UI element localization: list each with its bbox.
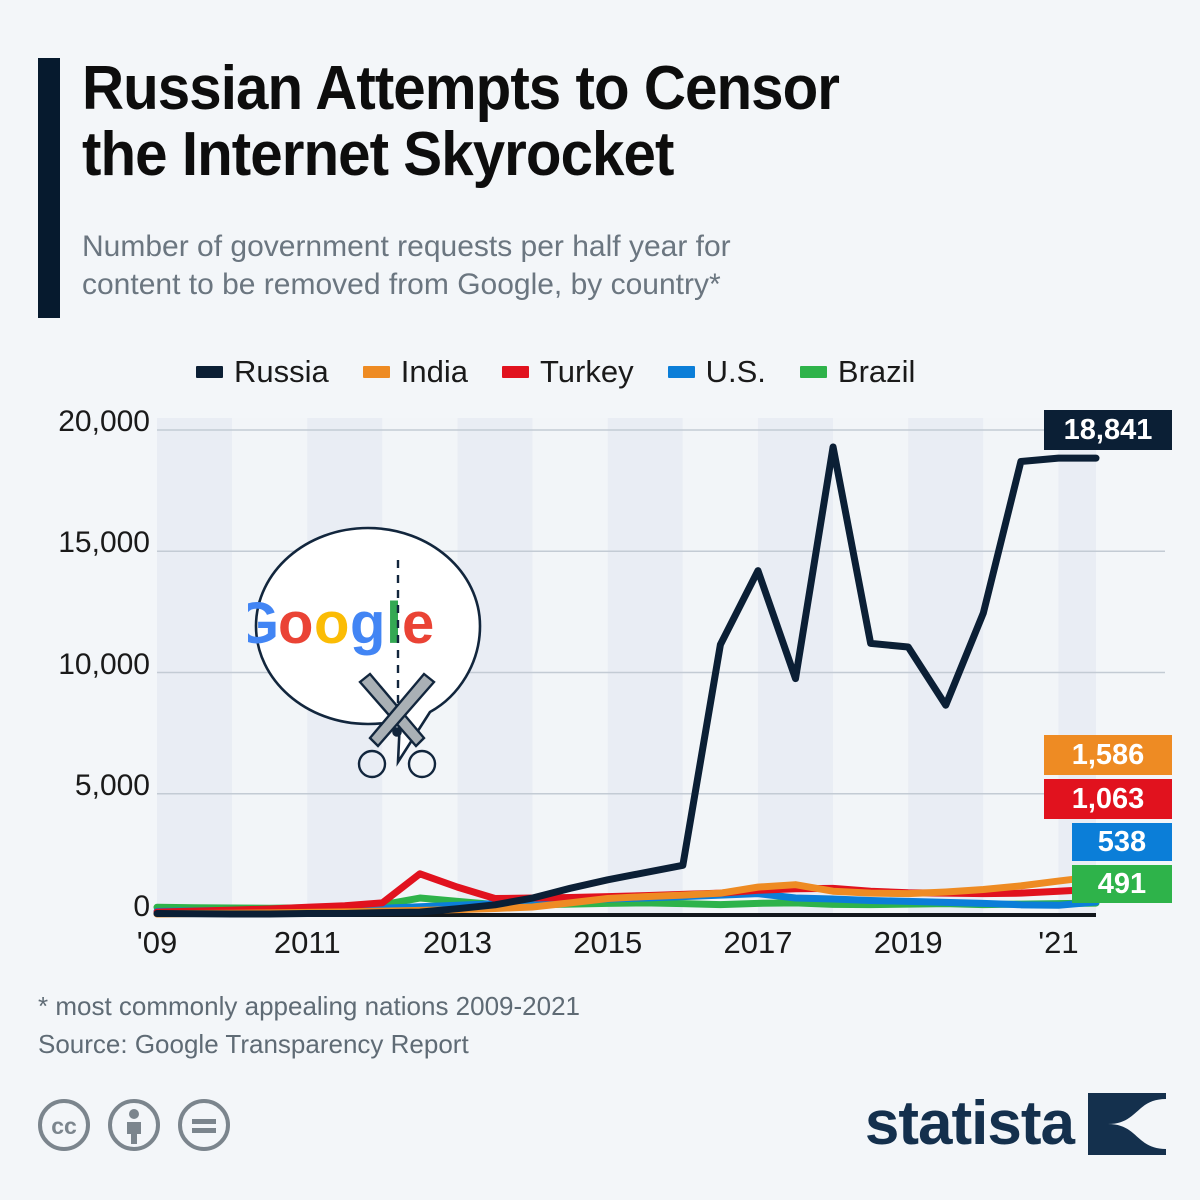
y-axis-tick-label: 10,000 [58, 647, 150, 681]
legend-label: Turkey [540, 354, 634, 389]
legend-item-brazil[interactable]: Brazil [799, 354, 916, 390]
svg-text:cc: cc [51, 1113, 77, 1139]
cc-icon: cc [38, 1099, 90, 1151]
svg-text:g: g [350, 591, 385, 656]
page-title-line-2: the Internet Skyrocket [82, 120, 674, 190]
value-flag-india: 1,586 [1044, 735, 1172, 775]
svg-text:G: G [248, 591, 279, 656]
legend-label: U.S. [705, 354, 766, 389]
footnote-source: Source: Google Transparency Report [38, 1028, 469, 1059]
page-title-line-1: Russian Attempts to Censor [82, 54, 840, 123]
legend-swatch-icon [196, 366, 223, 378]
x-axis-labels: '09 2011 2013 2015 2017 2019 '21 [0, 925, 1200, 970]
value-flag-russia: 18,841 [1044, 410, 1172, 450]
svg-text:e: e [402, 591, 434, 656]
x-axis-tick-label: 2013 [422, 925, 492, 960]
legend-label: India [400, 354, 468, 389]
x-axis-tick-label: 2011 [273, 925, 341, 960]
legend-swatch-icon [362, 366, 390, 378]
statista-logo: statista [865, 1093, 1166, 1155]
title-accent-bar [38, 58, 60, 318]
legend-swatch-icon [502, 366, 529, 378]
x-axis-tick-label: 2015 [573, 925, 643, 960]
page-subtitle-line-1: Number of government requests per half y… [82, 230, 731, 263]
chart-background-band [532, 418, 608, 915]
chart-background-band [983, 418, 1059, 915]
footnotes: * most commonly appealing nations 2009-2… [38, 988, 580, 1063]
google-censorship-illustration: G o o g l e [234, 524, 488, 794]
legend-item-russia[interactable]: Russia [196, 354, 329, 390]
y-axis-tick-label: 0 [133, 890, 150, 923]
svg-text:l: l [386, 591, 402, 656]
svg-text:o: o [314, 591, 349, 656]
page-title: Russian Attempts to Censor the Internet … [82, 54, 1031, 190]
scissors-icon [357, 672, 437, 779]
google-logo-text: G o o g l e [234, 591, 434, 656]
cc-nd-equals-icon [178, 1099, 230, 1151]
y-axis-tick-label: 5,000 [74, 768, 150, 802]
x-axis-tick-label: '21 [1038, 925, 1079, 960]
line-chart-svg [153, 418, 1165, 918]
value-flag-brazil: 491 [1072, 865, 1172, 903]
chart-background-band [607, 418, 683, 915]
legend-item-india[interactable]: India [362, 354, 468, 390]
legend-swatch-icon [799, 366, 827, 378]
legend-label: Brazil [837, 354, 916, 389]
x-axis-tick-label: 2017 [723, 925, 793, 960]
chart-background-band [682, 418, 758, 915]
statista-wordmark: statista [864, 1089, 1075, 1158]
legend-label: Russia [234, 354, 329, 389]
y-axis-tick-label: 15,000 [58, 526, 150, 560]
svg-text:o: o [278, 591, 313, 656]
y-axis-labels: 0 5,000 10,000 15,000 20,000 [20, 400, 150, 923]
value-flag-turkey: 1,063 [1044, 779, 1172, 819]
page-subtitle-line-2: content to be removed from Google, by co… [82, 268, 721, 302]
header: Russian Attempts to Censor the Internet … [0, 0, 1200, 330]
chart-legend: Russia India Turkey U.S. Brazil [196, 354, 915, 390]
cc-by-person-icon [108, 1099, 160, 1151]
x-axis-tick-label: 2019 [873, 925, 943, 960]
legend-item-turkey[interactable]: Turkey [502, 354, 634, 390]
page-subtitle: Number of government requests per half y… [82, 228, 1062, 305]
chart-background-band [157, 418, 233, 915]
footer: cc statista [0, 1085, 1200, 1190]
footnote-asterisk: * most commonly appealing nations 2009-2… [38, 991, 581, 1021]
legend-swatch-icon [667, 366, 695, 378]
chart-plot-area [0, 400, 1200, 945]
x-axis-tick-label: '09 [136, 925, 178, 960]
creative-commons-icons: cc [36, 1097, 232, 1153]
y-axis-tick-label: 20,000 [58, 405, 150, 438]
value-flag-us: 538 [1072, 823, 1172, 861]
legend-item-us[interactable]: U.S. [667, 354, 766, 390]
series-line-russia [153, 443, 1100, 918]
statista-mark-icon [1088, 1093, 1166, 1155]
